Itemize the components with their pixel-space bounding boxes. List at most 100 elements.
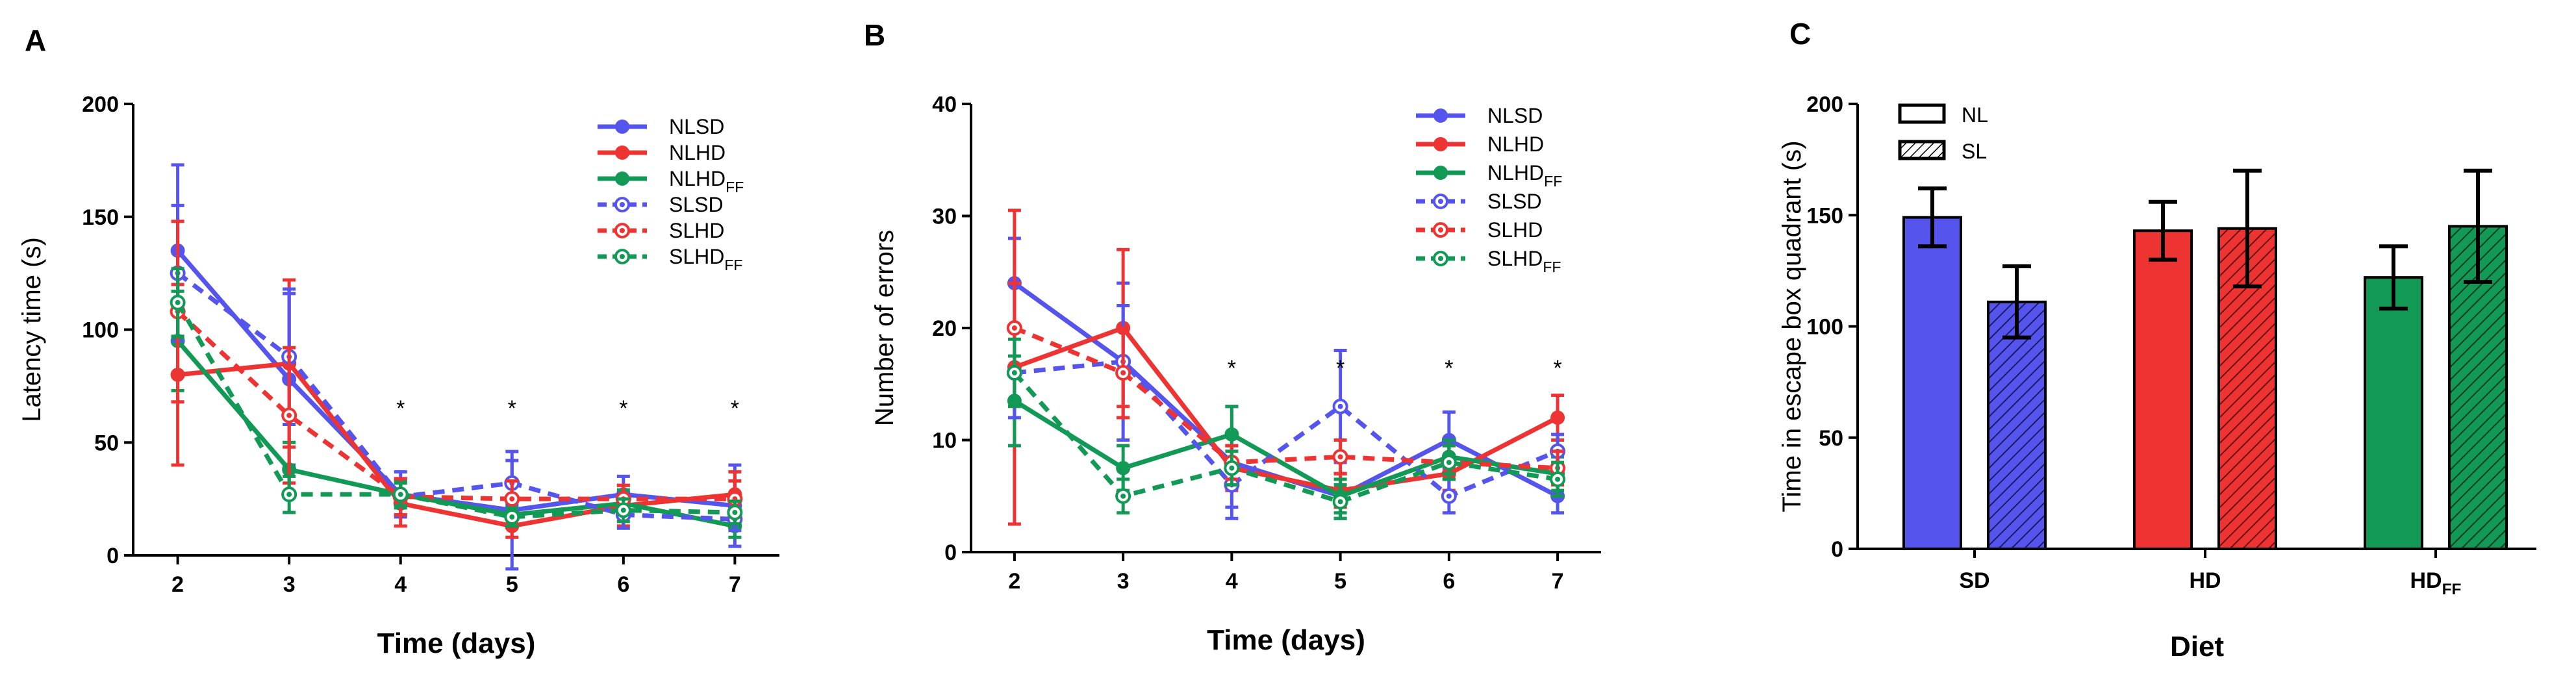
x-tick-label: 6 (617, 572, 629, 597)
bar-nl-hdff (2364, 276, 2423, 550)
series-line (175, 301, 735, 520)
x-tick-label: 4 (1226, 569, 1238, 594)
x-tick-label: 7 (729, 572, 741, 597)
legend-swatch (1898, 103, 1946, 124)
data-point-center (1446, 460, 1452, 465)
y-tick-label: 40 (932, 92, 957, 117)
y-tick-label: 150 (1806, 203, 1843, 228)
legend-swatch (1898, 140, 1946, 160)
x-tick-label: 5 (506, 572, 518, 597)
legend-label: SLSD (669, 193, 724, 216)
legend-swatch-marker (615, 171, 629, 186)
y-tick-label: 50 (94, 431, 119, 455)
significance-star: * (619, 396, 627, 421)
y-tick-label: 10 (932, 429, 957, 453)
legend-label: SLHD (669, 219, 724, 242)
legend-label: SLHDFF (669, 245, 743, 273)
y-tick-label: 0 (1831, 537, 1843, 562)
y-tick-label: 0 (107, 544, 119, 568)
series-line (176, 310, 735, 501)
legend-item-nlhd: NLHD (1416, 133, 1544, 156)
legend-item-nlhd-ff: NLHDFF (1416, 161, 1562, 190)
legend-item-slhd-ff: SLHDFF (598, 245, 743, 273)
data-point-center (1555, 476, 1561, 482)
y-tick-label: 100 (82, 318, 119, 343)
data-point-center (286, 412, 292, 418)
legend-item-sl: SL (1898, 140, 1987, 163)
data-point-center (1011, 370, 1017, 375)
legend-swatch-marker-center (620, 254, 625, 259)
significance-star: * (1228, 356, 1236, 381)
panel-letter: B (864, 18, 885, 52)
legend-label: SLHD (1487, 218, 1543, 242)
y-axis-title: Latency time (s) (18, 237, 46, 422)
legend-item-nlhd: NLHD (598, 141, 726, 164)
significance-star: * (396, 396, 405, 421)
legend-label: SLSD (1487, 190, 1542, 213)
y-axis-title: Time in escape box quadrant (s) (1778, 140, 1806, 512)
series-slhd-ff (170, 267, 743, 528)
legend-label: NLHDFF (669, 167, 744, 196)
data-point-center (1120, 370, 1126, 375)
legend-label: SL (1962, 140, 1987, 163)
legend-item-slhd: SLHD (1416, 218, 1543, 242)
legend-item-nlsd: NLSD (1416, 104, 1543, 127)
series-nlsd (1007, 236, 1565, 520)
series-line (1013, 325, 1558, 471)
series-nlhd (1007, 208, 1565, 526)
legend-swatch-marker-center (1438, 256, 1443, 261)
bar-sl-sd (1987, 300, 2047, 550)
x-tick-label: SD (1959, 568, 1989, 593)
y-tick-label: 100 (1806, 315, 1843, 340)
bar-nl-hd (2133, 229, 2193, 550)
data-point-center (286, 492, 292, 498)
data-point (1550, 411, 1565, 425)
x-axis-title: Diet (2170, 631, 2224, 663)
x-tick-label: 3 (283, 572, 296, 597)
y-tick-label: 50 (1819, 426, 1843, 451)
y-tick-label: 200 (1806, 92, 1843, 117)
legend-label: NL (1962, 103, 1988, 127)
data-point-center (1120, 493, 1126, 499)
y-tick-label: 20 (932, 316, 957, 341)
x-tick-label: 2 (171, 572, 184, 597)
x-tick-label: 3 (1117, 569, 1130, 594)
legend-swatch-marker-center (1438, 227, 1443, 233)
y-tick-label: 30 (932, 205, 957, 229)
x-axis-title: Time (days) (377, 627, 536, 659)
data-point-center (509, 496, 515, 502)
legend-item-slsd: SLSD (598, 193, 724, 216)
legend-item-nlhd-ff: NLHDFF (598, 167, 744, 196)
legend-item-slsd: SLSD (1416, 190, 1542, 213)
series-line (175, 249, 735, 512)
x-tick-label: HDFF (2410, 568, 2461, 598)
panel-b-line-chart: B 0 10 20 30 40 2 3 4 5 6 7 Time (days) Number of err… (864, 18, 1601, 656)
data-point-center (1229, 465, 1235, 471)
data-point-center (509, 514, 515, 520)
x-tick-label: HD (2189, 568, 2221, 593)
legend-swatch-marker (1433, 108, 1448, 123)
legend-item-nlsd: NLSD (598, 115, 724, 138)
data-point (1224, 427, 1239, 442)
data-point-center (175, 299, 181, 305)
y-tick-label: 150 (82, 205, 119, 230)
significance-star: * (1336, 356, 1345, 381)
panel-a-line-chart: A 0 50 100 150 200 2 3 4 5 6 7 Time (days) Latency ti… (18, 23, 779, 659)
legend-swatch-marker-center (620, 228, 625, 233)
significance-star: * (731, 396, 739, 421)
legend-label: NLHD (1487, 133, 1544, 156)
series-nlhd-ff (1007, 354, 1565, 515)
significance-star: * (1553, 356, 1561, 381)
series-line (1013, 371, 1558, 504)
legend-swatch-marker-center (620, 202, 625, 207)
series-line (176, 271, 735, 522)
series-line (1014, 359, 1559, 499)
series-slhd-ff (1006, 337, 1566, 520)
data-point-center (732, 509, 738, 515)
y-tick-label: 0 (944, 540, 957, 565)
significance-star: * (508, 396, 516, 421)
panel-letter: C (1789, 17, 1811, 51)
x-tick-label: 5 (1334, 569, 1346, 594)
x-tick-label: 2 (1008, 569, 1020, 594)
